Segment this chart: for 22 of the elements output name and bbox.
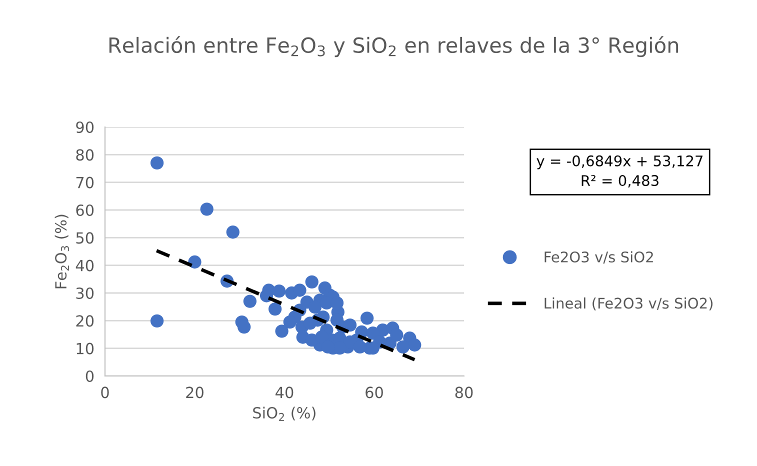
x-tick-label: 20: [186, 386, 204, 398]
legend-label: Fe2O3 v/s SiO2: [544, 251, 653, 264]
y-tick-label: 80: [76, 149, 94, 161]
y-tick-label: 50: [76, 232, 94, 244]
y-tick-label: 30: [76, 287, 94, 300]
legend-label: Lineal (Fe2O3 v/s SiO2): [544, 297, 713, 310]
x-tick-label: 40: [276, 386, 294, 398]
y-tick-label: 0: [86, 370, 94, 382]
x-tick-label: 80: [455, 386, 473, 398]
y-tick-label: 70: [76, 176, 94, 188]
x-tick-label: 0: [101, 386, 109, 398]
text: R² = 0,483: [582, 175, 658, 188]
x-tick-label: 60: [366, 386, 383, 398]
x-axis-title: SiO$_{2}$ (%): [253, 406, 316, 421]
y-tick-label: 60: [76, 204, 94, 216]
y-tick-label: 10: [76, 342, 94, 354]
chart-title: Relación entre Fe$_{2}$O$_{3}$ y SiO$_{2}$ en relaves de la 3° Región: [109, 36, 678, 58]
y-axis-title: Fe$_{2}$O$_{3}$ (%): [54, 214, 70, 288]
text: y = -0,6849x + 53,127: [536, 155, 703, 170]
y-tick-label: 90: [76, 121, 94, 134]
y-tick-label: 40: [76, 260, 94, 272]
y-tick-label: 20: [76, 315, 94, 327]
